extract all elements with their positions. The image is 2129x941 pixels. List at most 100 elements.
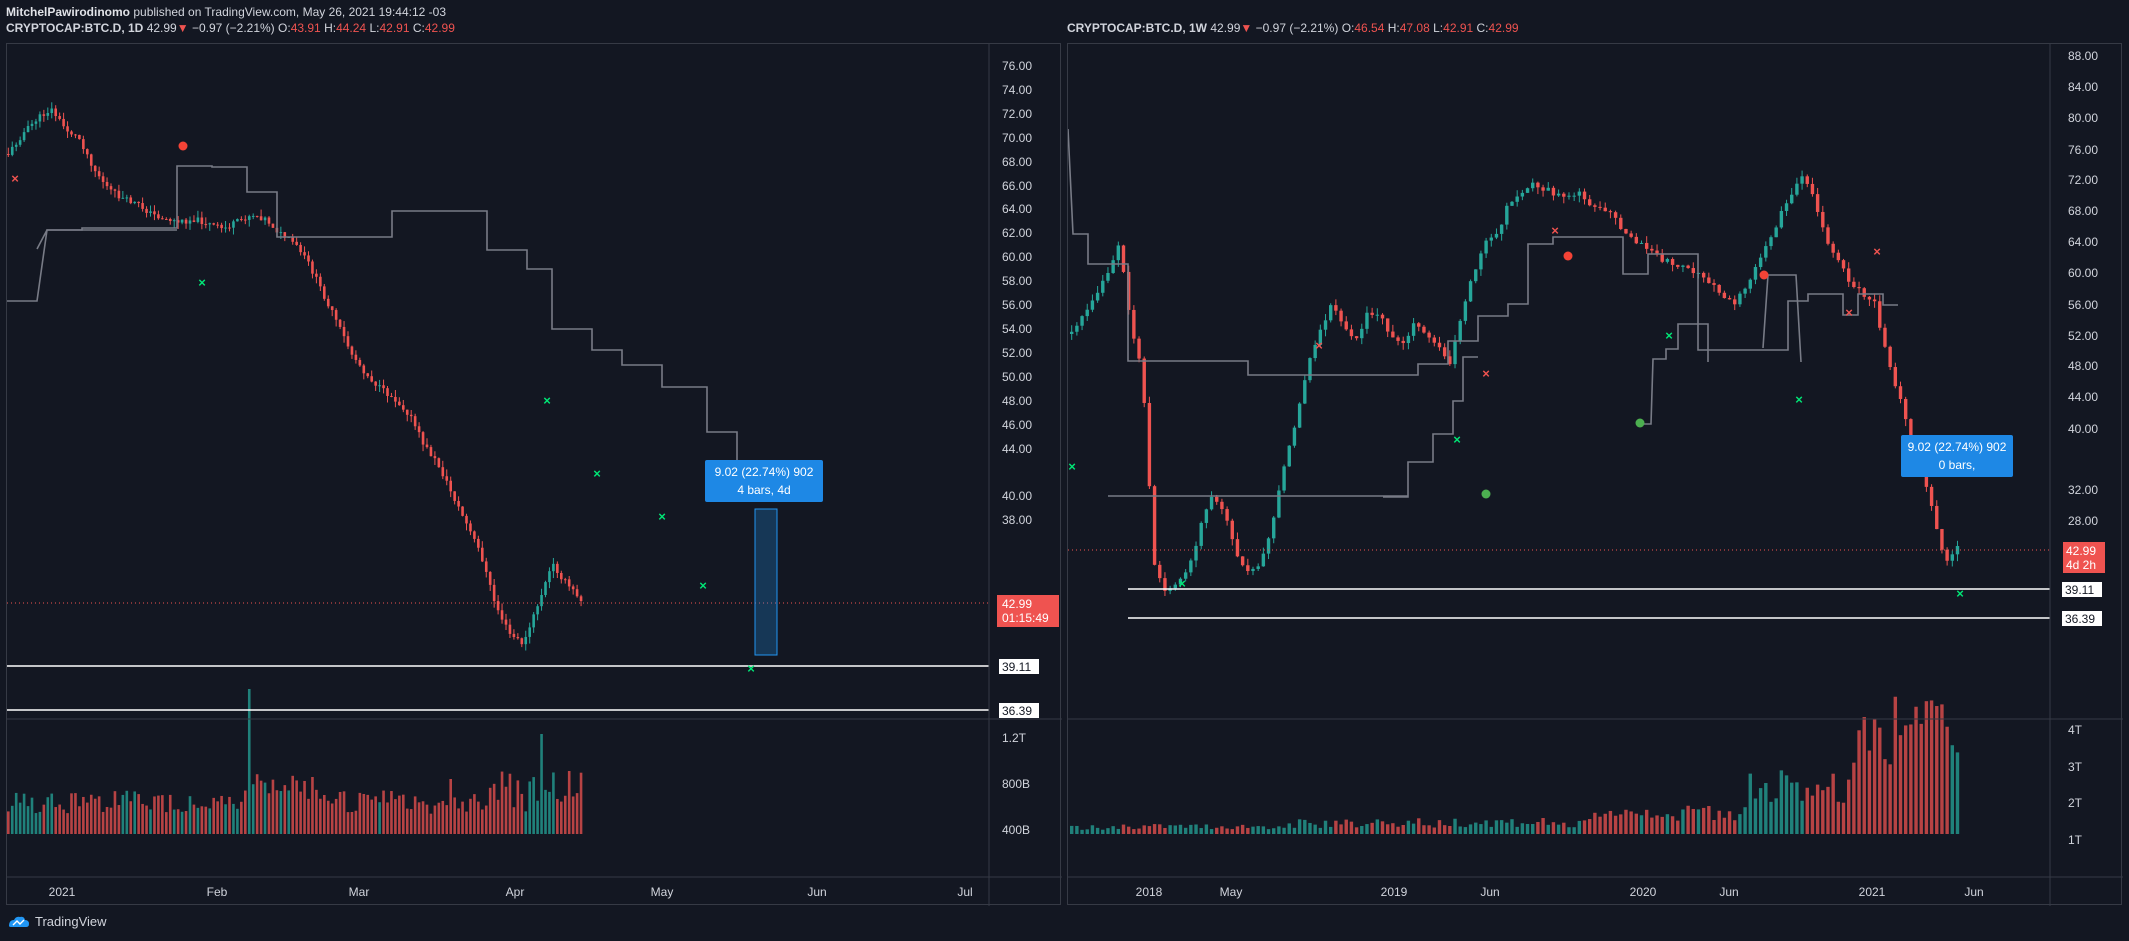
tradingview-brand[interactable]: TradingView (35, 914, 107, 929)
volume-bar (1313, 824, 1317, 834)
volume-bar (370, 799, 373, 834)
candle (1769, 237, 1773, 247)
candle (42, 114, 46, 116)
candle (1442, 347, 1447, 357)
tradingview-footer[interactable]: TradingView (8, 914, 107, 929)
volume-bar (82, 796, 85, 834)
candle (89, 154, 93, 166)
candle (544, 582, 547, 596)
volume-bar (1116, 828, 1121, 834)
candle (1277, 490, 1281, 518)
left-chart-svg[interactable]: × × × × × × × 9.02 (22.74%) 902 4 bars, … (7, 44, 1062, 906)
volume-bar (1422, 825, 1426, 834)
volume-bar (1463, 827, 1468, 834)
candle (14, 144, 18, 147)
volume-bar (571, 796, 575, 834)
left-chart-pane[interactable]: × × × × × × × 9.02 (22.74%) 902 4 bars, … (6, 43, 1062, 906)
publish-line: MitchelPawirodinomo published on Trading… (6, 5, 446, 19)
candle (1432, 337, 1436, 343)
volume-bar (62, 809, 65, 834)
volume-bar (473, 794, 476, 834)
buy-marker: × (658, 509, 666, 524)
candle (350, 346, 354, 355)
volume-bar (1841, 802, 1846, 834)
candle (433, 456, 437, 459)
volume-bar (1613, 815, 1618, 834)
candle (484, 561, 488, 572)
candle (556, 563, 559, 573)
price-label: 64.00 (2068, 235, 2098, 249)
candle (30, 123, 34, 127)
volume-bar (78, 806, 81, 834)
time-label: Feb (207, 885, 228, 899)
volume-bar (244, 790, 247, 834)
volume-bar (394, 799, 397, 834)
volume-bar (528, 781, 531, 834)
candle (1681, 265, 1685, 267)
open-label: O: (1341, 21, 1355, 35)
volume-bar (1691, 808, 1695, 834)
candle (382, 385, 385, 389)
candle (1515, 196, 1519, 202)
candle (1437, 342, 1442, 348)
left-high: 44.24 (336, 21, 367, 35)
candle (1567, 195, 1571, 197)
candle (121, 197, 125, 199)
volume-bar (560, 801, 563, 834)
volume-bar (141, 803, 144, 834)
candle (236, 219, 239, 222)
volume-bar (1707, 806, 1711, 834)
right-chart-svg[interactable]: × × × × × × × × × × × 9.02 (22.74%) 902 … (1067, 44, 2123, 906)
candle (1101, 280, 1105, 293)
candle (93, 165, 97, 172)
left-price-axis[interactable]: 76.00 74.00 72.00 70.00 68.00 66.00 64.00 62.00… (1002, 59, 1032, 527)
volume-bar (429, 813, 433, 834)
candle (26, 126, 30, 133)
candle (184, 219, 188, 224)
left-measure-range[interactable] (754, 508, 778, 656)
right-vol-axis-3: 1T (2068, 833, 2083, 847)
candle (1624, 228, 1628, 234)
volume-bar (1639, 815, 1644, 834)
volume-bar (1204, 824, 1209, 834)
candle (1256, 566, 1260, 569)
volume-bar (1380, 821, 1385, 834)
candle (334, 310, 338, 320)
candle (342, 326, 346, 337)
sell-marker: × (11, 171, 19, 186)
volume-bar (1370, 822, 1374, 834)
candle (445, 476, 449, 481)
candle (1634, 236, 1639, 244)
candle (7, 154, 10, 155)
candle (1479, 253, 1483, 270)
right-price-axis[interactable]: 88.00 84.00 80.00 76.00 72.00 68.00 64.00 60.00… (2068, 49, 2098, 528)
candle (532, 614, 535, 628)
volume-bar (1588, 819, 1592, 834)
candle (1836, 252, 1841, 261)
time-label: Jun (1719, 885, 1738, 899)
volume-bar (220, 795, 223, 834)
right-chart-pane[interactable]: × × × × × × × × × × × 9.02 (22.74%) 902 … (1067, 43, 2123, 906)
candle (1935, 505, 1939, 530)
volume-bar (1142, 825, 1146, 834)
right-time-axis[interactable]: 2018 May 2019 Jun 2020 Jun 2021 Jun (1136, 885, 1984, 899)
volume-bar (1790, 782, 1794, 834)
volume-bar (145, 805, 148, 834)
time-label: 2019 (1381, 885, 1408, 899)
candle (58, 116, 61, 119)
volume-bar (563, 795, 567, 834)
candle (291, 236, 294, 242)
right-measure-line2: 0 bars, (1939, 458, 1976, 472)
left-symbol[interactable]: CRYPTOCAP:BTC.D, 1D (6, 21, 144, 35)
left-open: 43.91 (290, 21, 321, 35)
volume-bar (200, 806, 204, 834)
candle (168, 219, 172, 221)
right-symbol[interactable]: CRYPTOCAP:BTC.D, 1W (1067, 21, 1208, 35)
author-name[interactable]: MitchelPawirodinomo (6, 5, 131, 19)
price-label: 44.00 (2068, 390, 2098, 404)
candle (1292, 427, 1297, 446)
left-time-axis[interactable]: 2021 Feb Mar Apr May Jun Jul (49, 885, 973, 899)
candle (101, 176, 105, 182)
volume-bar (1411, 823, 1416, 834)
